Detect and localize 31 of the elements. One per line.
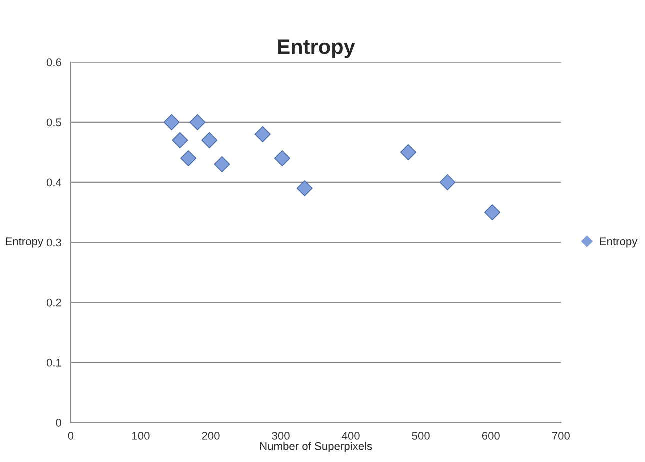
point: [296, 180, 313, 197]
y-tick-label: 0.1: [46, 358, 62, 367]
x-axis-title: Number of Superpixels: [260, 442, 372, 452]
y-tick-label: 0: [56, 418, 62, 427]
y-tick-label: 0.5: [46, 118, 62, 127]
point: [164, 114, 180, 130]
y-tick-label: 0.6: [46, 58, 62, 67]
x-tick-label: 700: [552, 432, 570, 440]
x-tick-label: 400: [342, 432, 360, 440]
x-tick-label: 200: [202, 432, 220, 440]
x-tick-label: 600: [482, 432, 500, 440]
legend-label: Entropy: [600, 238, 638, 248]
point: [274, 150, 290, 166]
x-tick-label: 300: [272, 432, 290, 440]
y-tick-label: 0.2: [46, 298, 62, 307]
x-tick-label: 100: [132, 432, 150, 440]
point: [400, 144, 417, 160]
point: [190, 114, 206, 130]
point: [214, 156, 230, 172]
point: [484, 204, 501, 221]
y-tick-label: 0.4: [46, 178, 62, 187]
x-tick-label: 500: [412, 432, 430, 440]
point: [172, 132, 188, 148]
chart-title: Entropy: [278, 40, 356, 58]
point: [180, 150, 197, 166]
point: [440, 174, 456, 191]
y-axis-title: Entropy: [6, 238, 44, 248]
x-tick-label: 0: [68, 432, 74, 440]
point: [254, 126, 271, 142]
point: [202, 132, 218, 148]
y-tick-label: 0.3: [46, 238, 62, 247]
